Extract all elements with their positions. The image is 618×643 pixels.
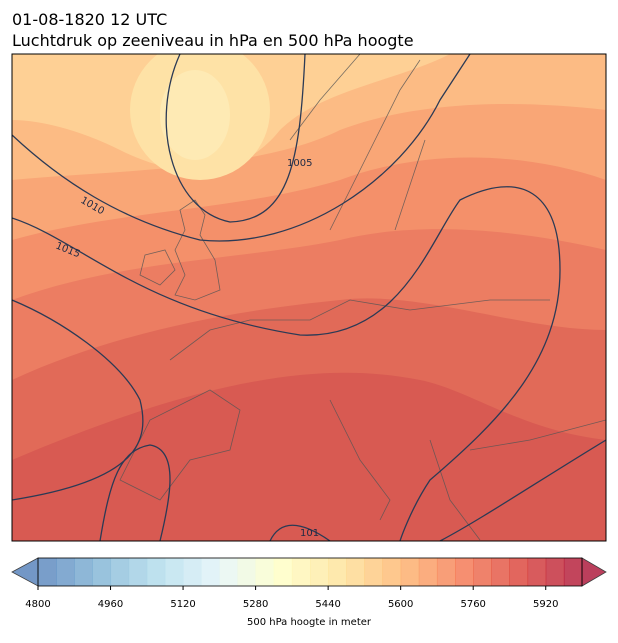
colorbar-segment	[273, 558, 293, 586]
colorbar-tick-label: 5440	[315, 599, 340, 610]
colorbar-segment	[563, 558, 583, 586]
colorbar-segment	[382, 558, 402, 586]
colorbar-segment	[436, 558, 456, 586]
title: 01-08-1820 12 UTC	[12, 10, 167, 29]
colorbar-segment	[291, 558, 311, 586]
isobars	[12, 54, 606, 541]
colorbar-segment	[400, 558, 420, 586]
colorbar-segment	[418, 558, 438, 586]
colorbar-segment	[509, 558, 529, 586]
colorbar-segment	[473, 558, 492, 586]
isobar-label: 1005	[287, 158, 312, 169]
colorbar-tick-label: 4960	[98, 599, 123, 610]
colorbar-segment	[346, 558, 365, 586]
colorbar-segment	[364, 558, 384, 586]
colorbar-segment	[527, 558, 547, 586]
colorbar-tick-label: 4800	[25, 599, 50, 610]
colorbar-segment	[56, 558, 75, 586]
colorbar-segment	[110, 558, 130, 586]
map-frame	[11, 53, 607, 542]
colorbar-extend	[581, 557, 607, 587]
colorbar-segment	[219, 558, 238, 586]
colorbar-segment	[328, 558, 347, 586]
colorbar-tick-label: 5600	[388, 599, 413, 610]
band	[160, 70, 230, 160]
subtitle: Luchtdruk op zeeniveau in hPa en 500 hPa…	[12, 31, 414, 50]
colorbar-segment	[146, 558, 166, 586]
colorbar-segment	[201, 558, 220, 586]
colorbar: 4800 4960 5120 5280 5440 5600 5760 5920	[11, 557, 607, 610]
colorbar-segment	[74, 558, 93, 586]
colorbar-tick-label: 5280	[243, 599, 268, 610]
map: 1005 1010 1015 101	[12, 54, 606, 541]
colorbar-segment	[455, 558, 474, 586]
colorbar-segment	[255, 558, 275, 586]
isobar-label: 101	[300, 528, 319, 539]
colorbar-segment	[310, 558, 329, 586]
colorbar-tick-label: 5120	[170, 599, 195, 610]
colorbar-frame	[37, 557, 583, 587]
colorbar-tick-label: 5920	[533, 599, 558, 610]
colorbar-label: 500 hPa hoogte in meter	[247, 617, 372, 628]
colorbar-extend	[11, 557, 39, 587]
colorbar-segment	[128, 558, 148, 586]
colorbar-segment	[237, 558, 257, 586]
colorbar-tick-label: 5760	[460, 599, 485, 610]
colorbar-segment	[545, 558, 565, 586]
colorbar-segment	[92, 558, 112, 586]
colorbar-segment	[183, 558, 202, 586]
colorbar-segment	[38, 558, 57, 586]
colorbar-segment	[164, 558, 184, 586]
colorbar-segment	[491, 558, 510, 586]
